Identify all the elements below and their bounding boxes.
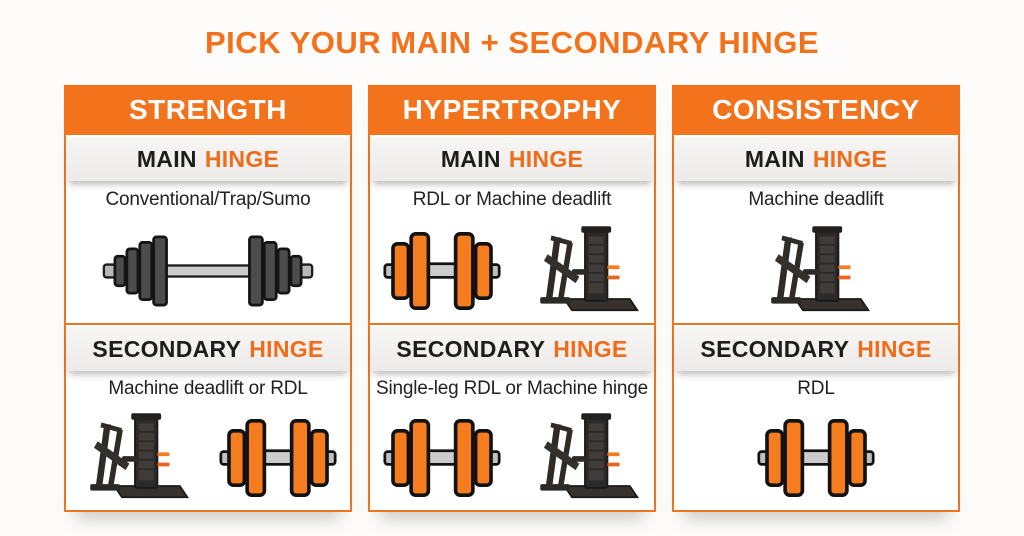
- dumbbell-icon: [219, 417, 337, 499]
- secondary-icon-area: [674, 406, 958, 510]
- secondary-hinge-band: SECONDARY HINGE: [674, 327, 958, 371]
- section-divider: [66, 323, 350, 325]
- main-exercise-text: Conventional/Trap/Sumo: [105, 189, 311, 210]
- secondary-hinge-band: SECONDARY HINGE: [66, 327, 350, 371]
- secondary-exercise-text: Machine deadlift or RDL: [108, 377, 308, 399]
- secondary-icon-area: [370, 406, 654, 510]
- secondary-label: SECONDARY: [92, 335, 242, 362]
- secondary-label: SECONDARY: [396, 335, 546, 362]
- column-header: CONSISTENCY: [672, 85, 960, 135]
- section-divider: [370, 323, 654, 325]
- hinge-label: HINGE: [857, 335, 932, 362]
- column-strength: STRENGTH MAIN HINGE Conventional/Trap/Su…: [64, 85, 352, 512]
- dumbbell-icon: [383, 417, 501, 499]
- hinge-label: HINGE: [204, 145, 280, 172]
- columns-row: STRENGTH MAIN HINGE Conventional/Trap/Su…: [0, 85, 1024, 512]
- column-header: STRENGTH: [64, 85, 352, 135]
- main-exercise-text: RDL or Machine deadlift: [412, 189, 612, 210]
- main-label: MAIN: [744, 145, 805, 172]
- main-icon-area: [674, 219, 958, 323]
- dumbbell-icon: [757, 417, 875, 499]
- page-title: PICK YOUR MAIN + SECONDARY HINGE: [205, 25, 819, 60]
- hinge-label: HINGE: [508, 145, 584, 172]
- secondary-exercise-text: RDL: [797, 377, 835, 399]
- section-divider: [674, 323, 958, 325]
- dumbbell-icon: [383, 230, 501, 312]
- main-hinge-band: MAIN HINGE: [66, 137, 350, 181]
- secondary-exercise-text: Single-leg RDL or Machine hinge: [376, 377, 648, 399]
- main-label: MAIN: [440, 145, 501, 172]
- hinge-label: HINGE: [812, 145, 888, 172]
- secondary-icon-area: [66, 406, 350, 510]
- machine-icon: [529, 224, 641, 318]
- barbell-icon: [102, 234, 314, 308]
- hinge-label: HINGE: [249, 335, 324, 362]
- main-icon-area: [66, 219, 350, 323]
- main-hinge-band: MAIN HINGE: [370, 137, 654, 181]
- column-hypertrophy: HYPERTROPHY MAIN HINGE RDL or Machine de…: [368, 85, 656, 512]
- machine-icon: [760, 224, 872, 318]
- main-icon-area: [370, 219, 654, 323]
- secondary-hinge-band: SECONDARY HINGE: [370, 327, 654, 371]
- column-consistency: CONSISTENCY MAIN HINGE Machine deadlift …: [672, 85, 960, 512]
- main-hinge-band: MAIN HINGE: [674, 137, 958, 181]
- main-exercise-text: Machine deadlift: [748, 189, 884, 210]
- machine-icon: [79, 411, 191, 505]
- machine-icon: [529, 411, 641, 505]
- main-label: MAIN: [136, 145, 197, 172]
- secondary-label: SECONDARY: [700, 335, 850, 362]
- column-header: HYPERTROPHY: [368, 85, 656, 135]
- hinge-label: HINGE: [553, 335, 628, 362]
